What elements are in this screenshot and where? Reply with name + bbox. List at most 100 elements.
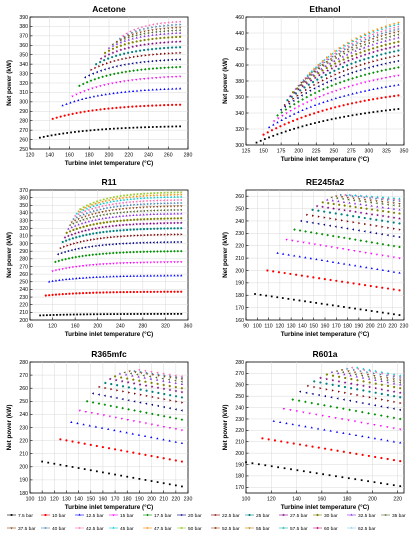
data-point [82, 213, 85, 216]
series-42-5-bar [138, 368, 183, 378]
data-point [334, 49, 337, 53]
data-point [173, 233, 176, 236]
data-point [375, 42, 379, 45]
data-point [335, 279, 338, 282]
data-point [151, 29, 154, 32]
data-point [380, 77, 383, 80]
data-point [79, 91, 82, 94]
data-point [127, 386, 131, 389]
data-point [363, 198, 367, 201]
data-point [139, 43, 143, 47]
data-point [159, 36, 162, 40]
data-point [347, 41, 350, 44]
data-point [97, 226, 101, 230]
data-point [313, 91, 317, 95]
data-point [163, 191, 166, 194]
data-point [118, 223, 122, 227]
data-point [397, 108, 400, 110]
x-tick-label: 175 [277, 149, 286, 155]
legend-marker [10, 527, 13, 530]
data-point [387, 198, 390, 202]
data-point [323, 223, 326, 226]
data-point [381, 242, 385, 246]
data-point [142, 228, 146, 231]
data-point [355, 65, 358, 68]
data-point [94, 212, 97, 215]
legend-label: 40 bar [52, 526, 66, 532]
data-point [310, 69, 314, 72]
x-tick-label: 200 [93, 324, 102, 330]
data-point [111, 251, 115, 255]
data-point [153, 290, 156, 293]
data-point [312, 70, 316, 73]
legend: 7.5 bar 10 bar 12.5 bar 15 bar 17.5 bar 20 ba… [7, 513, 406, 532]
data-point [351, 114, 354, 117]
x-tick-label: 100 [253, 324, 262, 330]
data-point [381, 268, 385, 271]
series-30-bar [103, 35, 182, 54]
data-point [118, 208, 121, 211]
data-point [392, 37, 396, 40]
data-point [145, 241, 148, 244]
data-point [59, 438, 62, 441]
data-point [327, 416, 331, 419]
data-point [328, 62, 332, 65]
data-point [385, 31, 388, 34]
data-point [166, 221, 169, 225]
data-point [156, 424, 160, 427]
data-point [71, 466, 74, 468]
data-point [398, 235, 401, 239]
data-point [286, 99, 289, 102]
data-point [176, 261, 180, 264]
data-point [338, 46, 341, 50]
data-point [113, 448, 117, 451]
data-point [373, 376, 376, 380]
data-point [151, 26, 154, 29]
data-point [398, 216, 401, 220]
data-point [169, 217, 173, 220]
data-point [174, 417, 178, 420]
data-point [139, 410, 142, 413]
data-point [309, 86, 312, 89]
data-point [110, 56, 114, 59]
y-tick-label: 260 [235, 383, 244, 389]
data-point [156, 261, 159, 264]
data-point [272, 270, 275, 273]
data-point [392, 427, 395, 430]
data-point [155, 221, 159, 225]
data-point [171, 66, 174, 69]
data-point [376, 205, 379, 208]
data-point [392, 45, 396, 48]
data-point [114, 54, 118, 57]
data-point [115, 405, 119, 409]
data-point [136, 203, 139, 206]
data-point [169, 208, 172, 212]
data-point [338, 95, 342, 98]
data-point [96, 94, 100, 97]
data-point [353, 420, 357, 423]
data-point [147, 29, 150, 32]
data-point [376, 195, 379, 198]
data-point [358, 48, 362, 51]
data-point [115, 396, 118, 400]
x-tick-label: 190 [135, 497, 144, 503]
data-point [114, 416, 118, 419]
data-point [338, 60, 341, 63]
data-point [292, 442, 295, 445]
data-point [91, 109, 94, 112]
data-point [126, 198, 129, 201]
data-point [148, 24, 151, 27]
data-point [380, 37, 383, 41]
data-point [139, 105, 142, 108]
data-point [330, 246, 333, 249]
data-point [337, 379, 341, 383]
y-tick-label: 360 [19, 43, 28, 49]
legend-label: 50 bar [188, 526, 202, 532]
data-point [153, 217, 156, 220]
data-point [363, 62, 367, 65]
data-point [370, 195, 374, 198]
data-point [272, 123, 275, 126]
data-point [180, 390, 184, 394]
data-point [95, 275, 98, 278]
data-point [313, 243, 317, 246]
